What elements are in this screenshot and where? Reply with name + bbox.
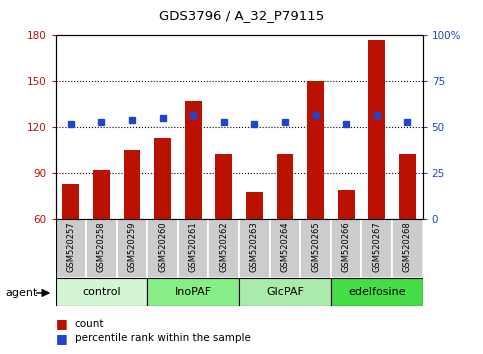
Bar xyxy=(331,278,423,306)
Bar xyxy=(209,219,239,278)
Bar xyxy=(331,219,361,278)
Bar xyxy=(307,81,324,219)
Text: count: count xyxy=(75,319,104,329)
Bar xyxy=(185,101,201,219)
Bar xyxy=(277,154,293,219)
Text: GlcPAF: GlcPAF xyxy=(266,287,304,297)
Text: GDS3796 / A_32_P79115: GDS3796 / A_32_P79115 xyxy=(159,9,324,22)
Text: GSM520257: GSM520257 xyxy=(66,221,75,272)
Text: InoPAF: InoPAF xyxy=(175,287,212,297)
Bar xyxy=(361,219,392,278)
Bar xyxy=(246,192,263,219)
Text: GSM520258: GSM520258 xyxy=(97,221,106,272)
Text: GSM520265: GSM520265 xyxy=(311,221,320,272)
Text: ■: ■ xyxy=(56,332,67,344)
Text: GSM520267: GSM520267 xyxy=(372,221,381,272)
Bar xyxy=(154,138,171,219)
Text: percentile rank within the sample: percentile rank within the sample xyxy=(75,333,251,343)
Text: control: control xyxy=(82,287,121,297)
Bar xyxy=(147,278,239,306)
Bar xyxy=(399,154,416,219)
Bar xyxy=(62,184,79,219)
Bar xyxy=(392,219,423,278)
Text: GSM520261: GSM520261 xyxy=(189,221,198,272)
Bar xyxy=(147,219,178,278)
Bar xyxy=(369,40,385,219)
Text: edelfosine: edelfosine xyxy=(348,287,406,297)
Bar xyxy=(239,219,270,278)
Text: GSM520264: GSM520264 xyxy=(281,221,289,272)
Text: GSM520260: GSM520260 xyxy=(158,221,167,272)
Text: ■: ■ xyxy=(56,318,67,330)
Bar xyxy=(300,219,331,278)
Text: GSM520262: GSM520262 xyxy=(219,221,228,272)
Text: GSM520268: GSM520268 xyxy=(403,221,412,272)
Bar xyxy=(124,150,141,219)
Text: GSM520266: GSM520266 xyxy=(341,221,351,272)
Text: agent: agent xyxy=(6,288,38,298)
Bar xyxy=(338,190,355,219)
Bar xyxy=(178,219,209,278)
Bar xyxy=(93,170,110,219)
Bar xyxy=(117,219,147,278)
Bar xyxy=(270,219,300,278)
Bar xyxy=(56,219,86,278)
Text: GSM520263: GSM520263 xyxy=(250,221,259,272)
Bar xyxy=(86,219,117,278)
Bar xyxy=(215,154,232,219)
Bar xyxy=(56,278,147,306)
Text: GSM520259: GSM520259 xyxy=(128,221,137,272)
Bar xyxy=(239,278,331,306)
